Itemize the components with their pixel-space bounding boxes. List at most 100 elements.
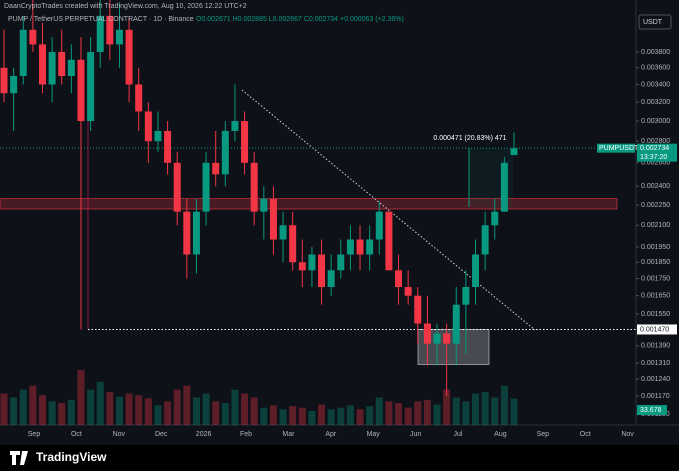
y-tick-label: 0.001240 — [641, 376, 670, 383]
y-tick-label: 0.003600 — [641, 65, 670, 72]
candle-body — [462, 286, 470, 305]
volume-bar — [337, 407, 345, 425]
y-tick-label: 0.003400 — [641, 81, 670, 88]
candle-body — [260, 198, 268, 212]
volume-tag: 33.678 — [640, 407, 662, 414]
volume-bar — [212, 401, 220, 425]
y-tick-label: 0.003800 — [641, 49, 670, 56]
candle-body — [19, 29, 27, 77]
candle-body — [250, 162, 258, 212]
x-tick-label: Dec — [155, 431, 168, 438]
volume-bar — [144, 398, 152, 425]
candle-body — [106, 15, 114, 45]
y-tick-label: 0.002250 — [641, 202, 670, 209]
candle-body — [135, 84, 143, 112]
volume-bar — [510, 398, 518, 425]
volume-bar — [77, 370, 85, 425]
x-tick-label: Oct — [580, 431, 591, 438]
volume-bar — [154, 405, 162, 425]
x-tick-label: Nov — [113, 431, 126, 438]
symbol-tag: PUMPUSDT.P — [599, 145, 644, 152]
y-tick-label: 0.002400 — [641, 183, 670, 190]
volume-bar — [298, 407, 306, 425]
volume-bar — [308, 410, 316, 425]
volume-bar — [221, 403, 229, 425]
volume-bar — [115, 396, 123, 425]
x-tick-label: Jul — [454, 431, 463, 438]
volume-bar — [202, 393, 210, 425]
candle-body — [510, 148, 518, 155]
candle-body — [212, 162, 220, 175]
candle-body — [58, 51, 66, 77]
candle-body — [164, 130, 172, 163]
y-tick-label: 0.001310 — [641, 360, 670, 367]
volume-bar — [462, 401, 470, 425]
volume-bar — [491, 397, 499, 425]
y-tick-label: 0.002600 — [641, 160, 670, 167]
trendline — [241, 89, 536, 331]
candle-body — [29, 29, 37, 45]
volume-bar — [38, 395, 46, 425]
candle-body — [500, 162, 508, 212]
volume-bar — [0, 393, 8, 425]
candle-body — [375, 211, 383, 240]
volume-bar — [87, 389, 95, 425]
price-tag: 0.002734 — [640, 145, 669, 152]
symbol: PUMP / TetherUS PERPETUAL CONTRACT · 1D … — [8, 16, 194, 23]
candle-body — [433, 333, 441, 344]
volume-bar — [423, 399, 431, 425]
candle-body — [318, 254, 326, 287]
footer — [0, 445, 679, 471]
candle-body — [404, 286, 412, 296]
symbol-tag-box — [597, 143, 635, 153]
candle-body — [346, 239, 354, 255]
candle-body — [452, 304, 460, 344]
volume-bar — [279, 409, 287, 425]
x-tick-label: Apr — [325, 431, 337, 438]
candle-body — [173, 162, 181, 212]
candle-body — [356, 239, 364, 255]
level-tag: 0.001470 — [640, 326, 669, 333]
y-tick-label: 0.003000 — [641, 118, 670, 125]
candle-body — [308, 254, 316, 271]
y-tick-label: 0.001170 — [641, 393, 670, 400]
ohlc-legend: O0.002671 H0.002885 L0.002667 C0.002734 … — [196, 16, 404, 23]
x-tick-label: 2026 — [196, 431, 212, 438]
volume-bar — [327, 409, 335, 425]
x-tick-label: Jun — [410, 431, 421, 438]
volume-bar — [269, 405, 277, 425]
measure-label: 0.000471 (20.83%) 471 — [433, 135, 506, 142]
candle-body — [241, 121, 249, 163]
resistance-zone — [0, 198, 618, 210]
volume-bar — [164, 401, 172, 425]
volume-bar — [96, 381, 104, 425]
volume-bar — [10, 397, 18, 425]
x-tick-label: Oct — [71, 431, 82, 438]
candle-body — [0, 67, 8, 94]
y-tick-label: 0.001850 — [641, 259, 670, 266]
volume-bar — [135, 395, 143, 425]
volume-bar — [433, 404, 441, 425]
volume-bar — [452, 397, 460, 425]
y-tick-label: 0.001650 — [641, 293, 670, 300]
candle-body — [154, 130, 162, 142]
candle-body — [327, 270, 335, 287]
volume-bar — [375, 397, 383, 425]
x-tick-label: Mar — [282, 431, 295, 438]
candle-body — [366, 239, 374, 255]
x-tick-label: Feb — [240, 431, 252, 438]
candle-body — [491, 211, 499, 226]
volume-bar — [48, 401, 56, 425]
volume-bar — [289, 406, 297, 425]
candle-body — [125, 29, 133, 85]
currency: USDT — [643, 19, 663, 26]
volume-bar — [366, 406, 374, 425]
y-tick-label: 0.001950 — [641, 244, 670, 251]
candle-body — [38, 44, 46, 85]
volume-bar — [231, 389, 239, 425]
y-tick-label: 0.001390 — [641, 343, 670, 350]
volume-bar — [443, 389, 451, 425]
candle-body — [298, 262, 306, 271]
volume-bar — [385, 401, 393, 425]
